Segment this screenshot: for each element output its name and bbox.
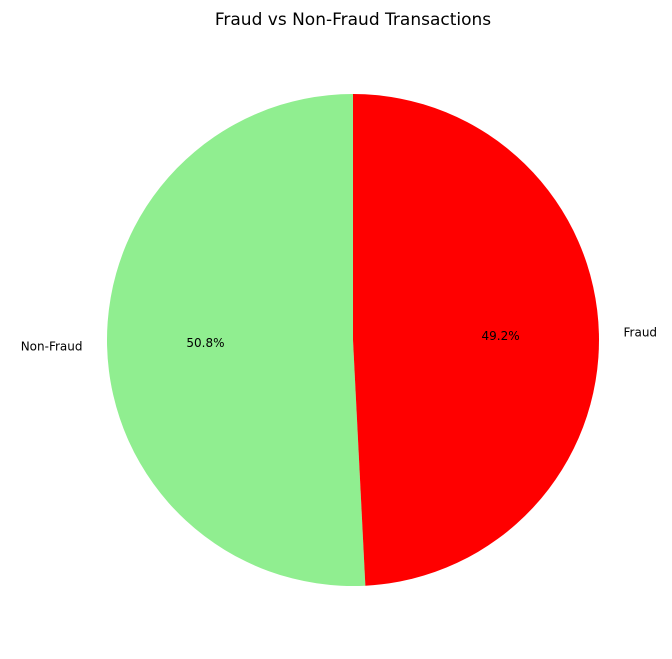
pct-label-non-fraud: 50.8% (186, 336, 224, 350)
slice-label-fraud: Fraud (624, 326, 658, 340)
chart-title: Fraud vs Non-Fraud Transactions (215, 10, 491, 30)
pie-slice-fraud (353, 94, 599, 586)
pie-slices (106, 94, 599, 587)
pie-labels: Non-Fraud 50.8% Fraud 49.2% (21, 326, 657, 354)
pie-slice-non-fraud (106, 94, 366, 587)
slice-label-non-fraud: Non-Fraud (21, 339, 83, 353)
pct-label-fraud: 49.2% (481, 329, 519, 343)
